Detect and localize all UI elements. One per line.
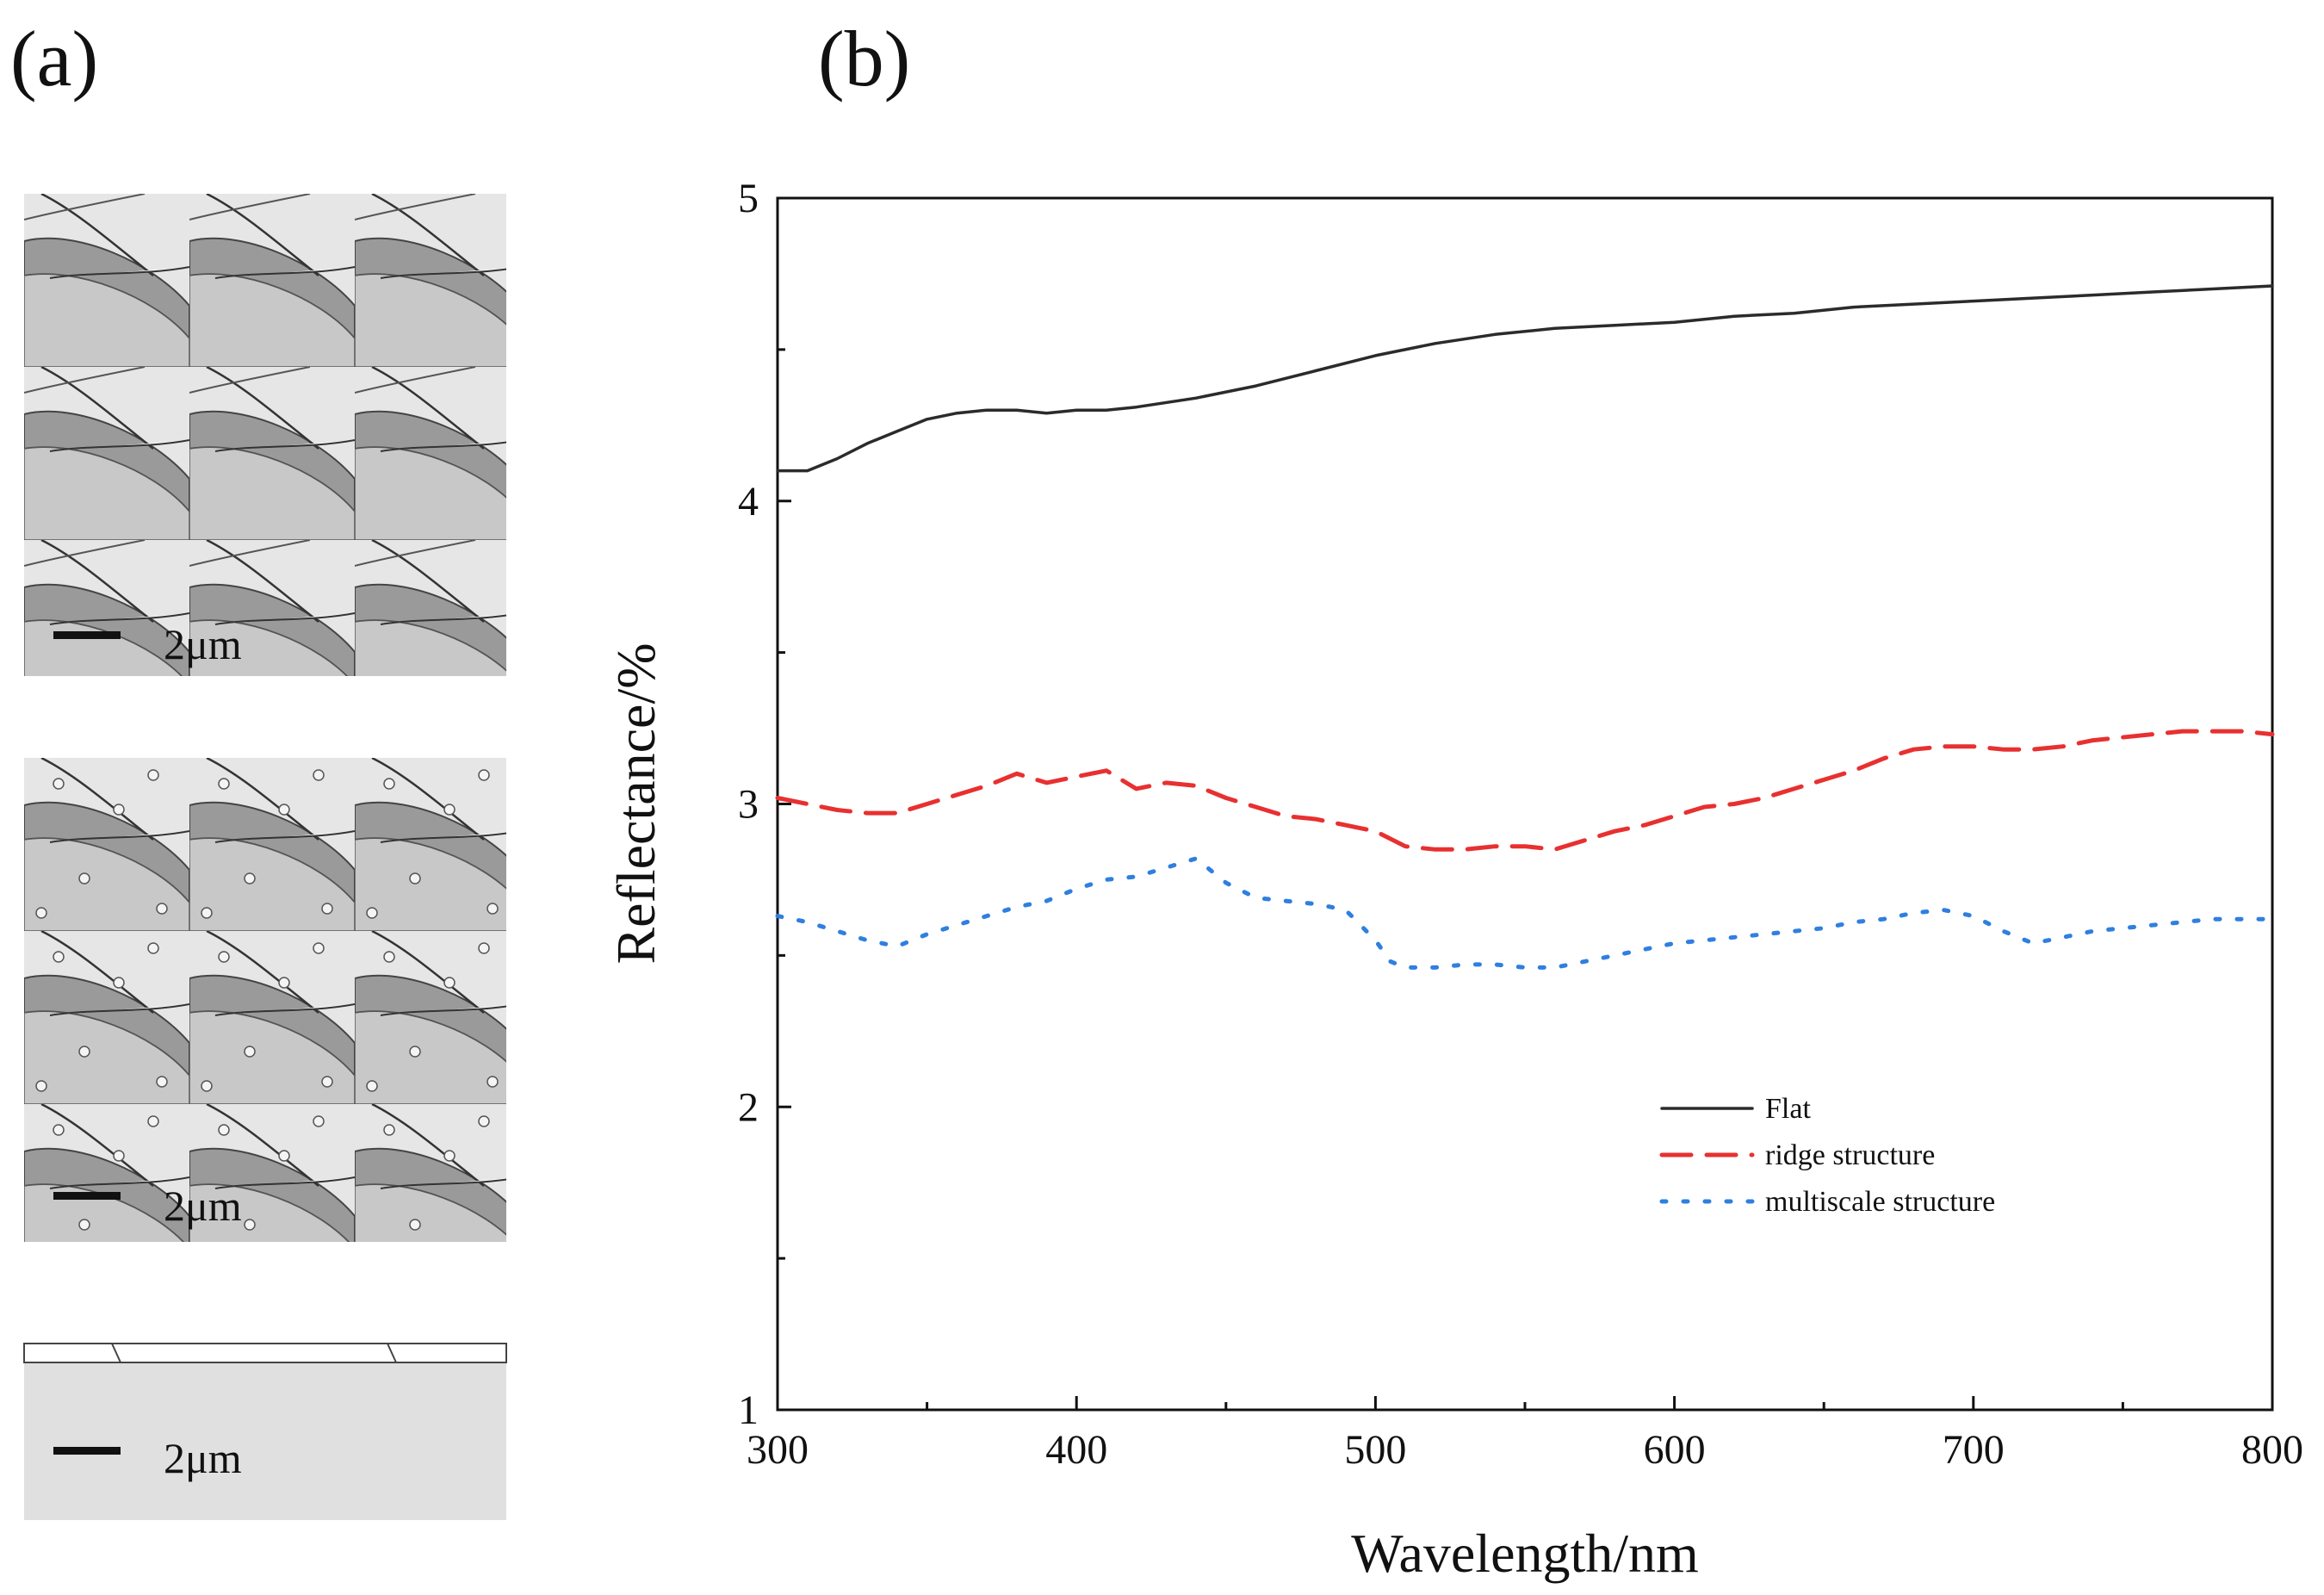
series-line-ridge-structure: [775, 729, 2275, 852]
y-axis: 1 2 3 4 5: [738, 176, 791, 1433]
x-tick-label: 600: [1644, 1427, 1706, 1473]
scale-bar-label: 2μm: [164, 620, 242, 668]
y-tick-label: 3: [738, 782, 759, 828]
panel-a-label: (a): [10, 15, 99, 102]
x-axis: 300 400 500 600 700 800: [747, 1396, 2303, 1473]
scale-bar-label: 2μm: [164, 1434, 242, 1482]
series-layer: [775, 284, 2275, 970]
sem-image-flat: 2μm: [23, 1343, 507, 1520]
y-axis-title: Reflectance/%: [605, 642, 666, 964]
series-line-flat: [776, 284, 2274, 473]
plot-frame: [776, 196, 2274, 1412]
x-tick-label: 300: [747, 1427, 809, 1473]
y-tick-label: 1: [738, 1387, 759, 1433]
series-line-multiscale-structure: [775, 856, 2275, 970]
legend: Flat ridge structure multiscale structure: [1659, 1093, 1995, 1218]
sem-image-multiscale: 2μm: [24, 758, 506, 1242]
y-tick-label: 4: [738, 479, 759, 524]
sem-image-ridge: 2μm: [24, 194, 506, 676]
y-tick-label: 2: [738, 1084, 759, 1130]
y-tick-label: 5: [738, 176, 759, 221]
legend-entry-label: multiscale structure: [1765, 1186, 1995, 1218]
panel-b-label: (b): [818, 15, 911, 102]
x-tick-label: 500: [1344, 1427, 1406, 1473]
x-tick-label: 400: [1045, 1427, 1107, 1473]
legend-entry-label: ridge structure: [1765, 1139, 1935, 1171]
reflectance-chart: 300 400 500 600 700 800 1 2 3 4 5 Wavelength/nm R…: [605, 176, 2303, 1584]
x-tick-label: 700: [1943, 1427, 2005, 1473]
legend-entry-label: Flat: [1765, 1093, 1811, 1125]
x-axis-title: Wavelength/nm: [1351, 1523, 1699, 1584]
scale-bar-label: 2μm: [164, 1182, 242, 1230]
x-tick-label: 800: [2241, 1427, 2303, 1473]
